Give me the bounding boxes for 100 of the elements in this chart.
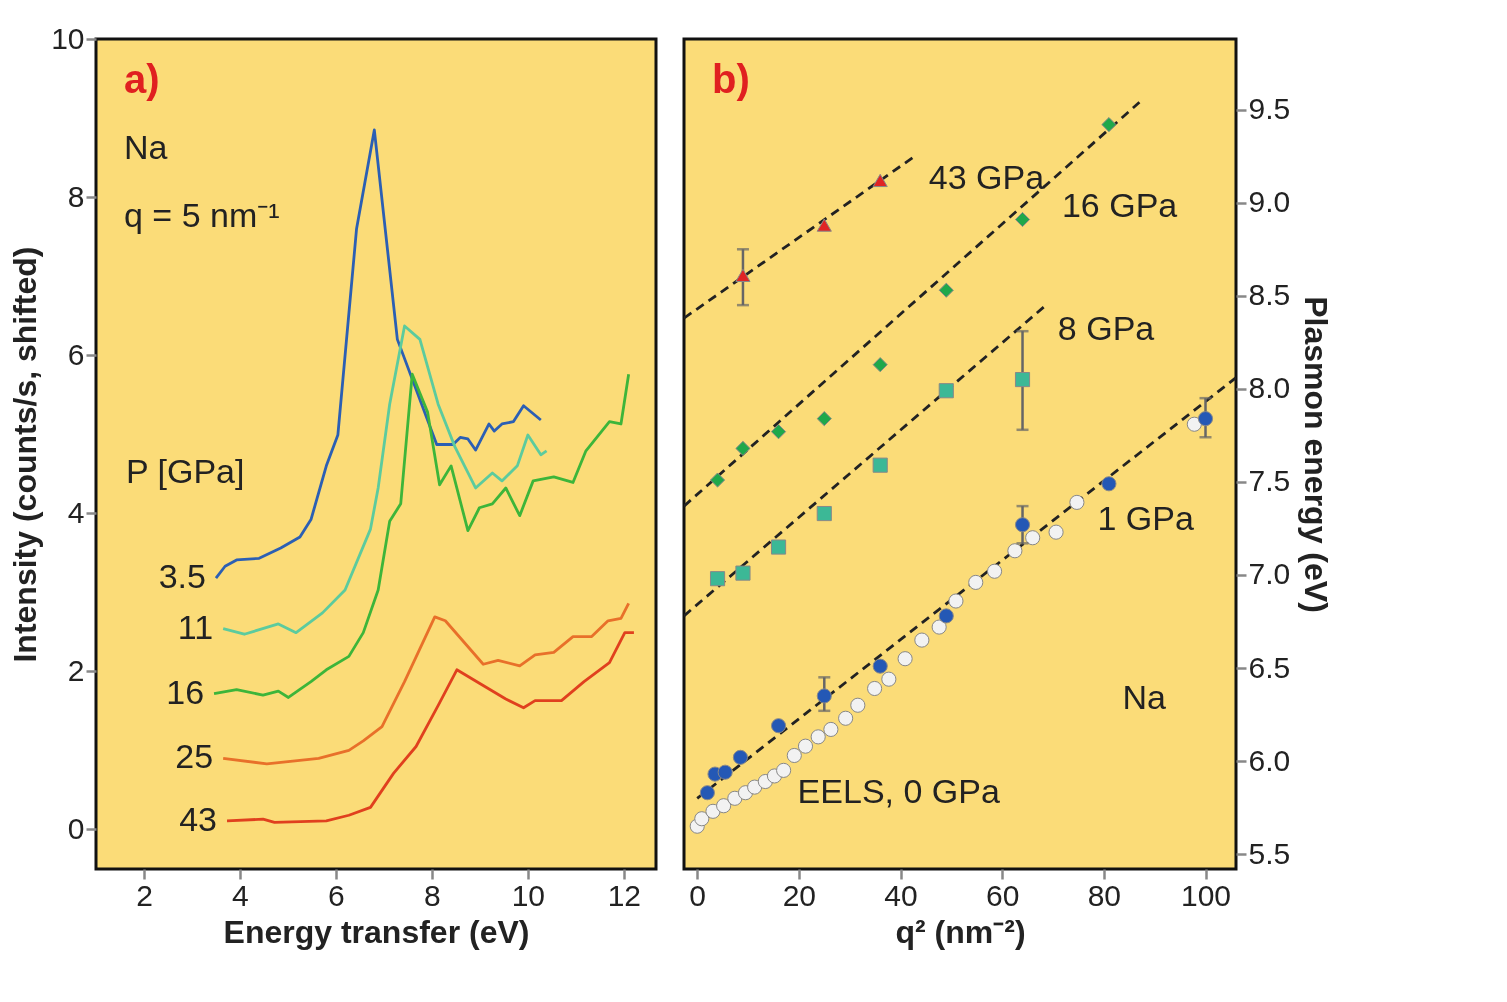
point <box>1101 117 1117 133</box>
y-tick-label: 6.5 <box>1248 650 1291 684</box>
series-label: 3.5 <box>158 557 206 596</box>
line-series <box>221 602 631 766</box>
annotation: a) <box>124 57 160 101</box>
point <box>694 811 710 827</box>
y-axis-title: Intensity (counts/s, shifted) <box>7 246 44 663</box>
x-tick-label: 0 <box>689 878 707 912</box>
point <box>823 721 839 737</box>
point <box>776 762 792 778</box>
series-label: 11 <box>177 607 214 646</box>
y-tick-label: 6.0 <box>1248 743 1291 777</box>
x-tick-label: 6 <box>328 878 345 912</box>
x-tick-label: 12 <box>607 878 642 912</box>
point <box>938 383 954 399</box>
point <box>1014 211 1031 228</box>
x-axis-title: q² (nm⁻²) <box>895 913 1026 950</box>
point <box>732 749 748 765</box>
point <box>705 803 721 819</box>
point <box>986 563 1003 579</box>
point <box>735 565 751 581</box>
point <box>1069 494 1085 510</box>
point <box>816 688 832 704</box>
point <box>914 632 930 648</box>
y-tick-label: 4 <box>67 495 85 529</box>
x-tick-label: 20 <box>782 878 817 912</box>
y-tick-label: 5.5 <box>1248 836 1291 870</box>
y-axis-title: Plasmon energy (eV) <box>1298 296 1335 613</box>
y-tick-label: 7.5 <box>1248 464 1291 498</box>
annotation: q = 5 nm⁻¹ <box>124 196 280 234</box>
point <box>786 747 802 764</box>
point <box>872 173 888 188</box>
point <box>897 651 913 667</box>
series-label: 25 <box>175 737 214 776</box>
point <box>1014 371 1031 388</box>
point <box>735 268 751 282</box>
point <box>1186 416 1202 432</box>
point <box>872 658 888 674</box>
point <box>747 779 763 795</box>
line-series <box>225 631 636 824</box>
point <box>1048 524 1064 540</box>
x-tick-label: 60 <box>986 878 1020 912</box>
point <box>770 718 787 734</box>
x-axis-title: Energy transfer (eV) <box>223 913 530 950</box>
x-tick-label: 80 <box>1087 878 1122 912</box>
series-label: 16 <box>166 672 205 711</box>
series-label: 43 <box>179 799 217 838</box>
point <box>727 790 743 806</box>
y-tick-label: 10 <box>51 21 85 55</box>
point <box>931 619 947 635</box>
point <box>816 218 832 232</box>
point <box>717 764 733 780</box>
point <box>881 671 897 687</box>
point <box>948 593 964 609</box>
annotation: Na <box>1122 678 1167 716</box>
point <box>1101 476 1117 492</box>
point <box>816 505 832 522</box>
point <box>968 574 984 590</box>
x-tick-label: 40 <box>884 878 918 912</box>
legend-title: P [GPa] <box>126 452 245 491</box>
y-tick-label: 8 <box>67 179 85 213</box>
point <box>938 282 954 298</box>
y-tick-label: 7.0 <box>1248 557 1291 591</box>
y-tick-label: 8.5 <box>1248 278 1291 312</box>
annotation: Na <box>124 128 168 166</box>
annotation: 1 GPa <box>1097 498 1194 537</box>
x-tick-label: 8 <box>424 878 441 912</box>
point <box>716 798 732 814</box>
y-tick-label: 0 <box>67 811 85 845</box>
y-tick-label: 2 <box>67 653 85 687</box>
annotation: 16 GPa <box>1061 186 1178 225</box>
x-tick-label: 100 <box>1180 878 1232 912</box>
point <box>735 440 751 456</box>
y-tick-label: 9.5 <box>1248 92 1291 126</box>
point <box>816 411 832 427</box>
y-tick-label: 6 <box>67 337 85 371</box>
x-tick-label: 2 <box>136 878 153 912</box>
annotation: 43 GPa <box>928 158 1045 197</box>
x-tick-label: 4 <box>232 878 249 912</box>
y-tick-label: 9.0 <box>1248 185 1291 219</box>
annotation: EELS, 0 GPa <box>797 772 1000 811</box>
x-tick-label: 10 <box>511 878 546 912</box>
point <box>838 710 854 726</box>
y-tick-label: 8.0 <box>1248 371 1291 405</box>
point <box>1014 517 1031 533</box>
annotation: b) <box>712 57 750 101</box>
point <box>770 539 787 555</box>
point <box>872 457 888 473</box>
point <box>867 680 883 697</box>
point <box>709 472 726 488</box>
point <box>850 697 866 713</box>
annotation: 8 GPa <box>1057 308 1155 347</box>
point <box>872 357 888 373</box>
point <box>770 424 787 440</box>
point <box>810 729 826 745</box>
point <box>797 738 814 754</box>
point <box>1007 543 1023 559</box>
point <box>1197 411 1214 427</box>
point <box>1025 530 1041 546</box>
point <box>938 608 954 624</box>
